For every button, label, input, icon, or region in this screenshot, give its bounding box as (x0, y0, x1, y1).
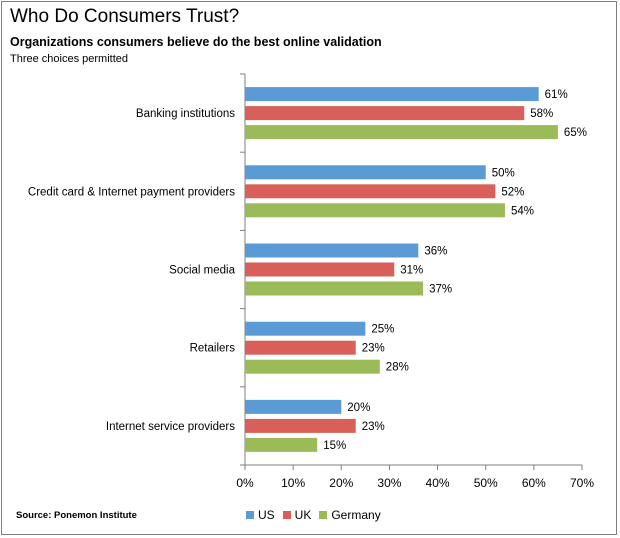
x-tick-label: 20% (329, 476, 353, 490)
legend-label-germany: Germany (331, 508, 381, 522)
bar-germany (245, 125, 558, 140)
legend-item-us: US (246, 508, 275, 522)
legend-item-germany: Germany (319, 508, 381, 522)
legend-swatch-germany (319, 511, 328, 519)
x-tick-label: 50% (474, 476, 498, 490)
bar-uk (245, 262, 395, 277)
legend-swatch-us (246, 511, 254, 519)
bar-uk (245, 184, 496, 199)
data-label: 25% (371, 324, 394, 336)
category-label: Banking institutions (136, 108, 235, 120)
x-tick-label: 40% (426, 476, 450, 490)
bar-germany (245, 437, 318, 452)
data-label: 37% (429, 284, 452, 296)
bar-uk (245, 418, 356, 433)
chart-note: Three choices permitted (10, 53, 128, 65)
legend-item-uk: UK (282, 508, 312, 522)
legend-swatch-uk (282, 511, 291, 519)
bar-us (245, 321, 366, 336)
bar-germany (245, 281, 424, 296)
category-label: Credit card & Internet payment providers (28, 186, 235, 198)
data-label: 31% (400, 265, 423, 277)
bar-us (245, 87, 539, 102)
bar-uk (245, 340, 356, 355)
bar-us (245, 399, 342, 414)
legend-label-us: US (258, 508, 275, 522)
data-label: 58% (530, 108, 553, 120)
data-label: 23% (362, 343, 385, 355)
data-label: 15% (323, 440, 346, 452)
bar-germany (245, 203, 505, 218)
x-tick-label: 70% (570, 476, 594, 490)
data-label: 54% (511, 205, 534, 217)
chart-subtitle: Organizations consumers believe do the b… (10, 35, 382, 49)
legend: US UK Germany (246, 508, 389, 522)
source-note: Source: Ponemon Institute (16, 510, 137, 521)
bar-germany (245, 359, 380, 374)
x-tick-label: 10% (281, 476, 305, 490)
bar-us (245, 243, 419, 258)
data-label: 28% (386, 362, 409, 374)
data-label: 65% (564, 127, 587, 139)
x-tick-label: 60% (522, 476, 546, 490)
data-label: 52% (501, 186, 524, 198)
x-tick-label: 0% (236, 476, 254, 490)
data-label: 61% (545, 89, 568, 101)
category-label: Internet service providers (106, 421, 235, 433)
data-label: 36% (424, 246, 447, 258)
chart-title: Who Do Consumers Trust? (10, 6, 240, 27)
data-label: 23% (362, 421, 385, 433)
category-label: Social media (169, 265, 235, 277)
legend-label-uk: UK (294, 508, 312, 522)
bar-uk (245, 106, 525, 121)
x-tick-label: 30% (377, 476, 401, 490)
data-label: 50% (492, 167, 515, 179)
data-label: 20% (347, 402, 370, 414)
category-label: Retailers (190, 343, 236, 355)
bar-us (245, 165, 486, 180)
